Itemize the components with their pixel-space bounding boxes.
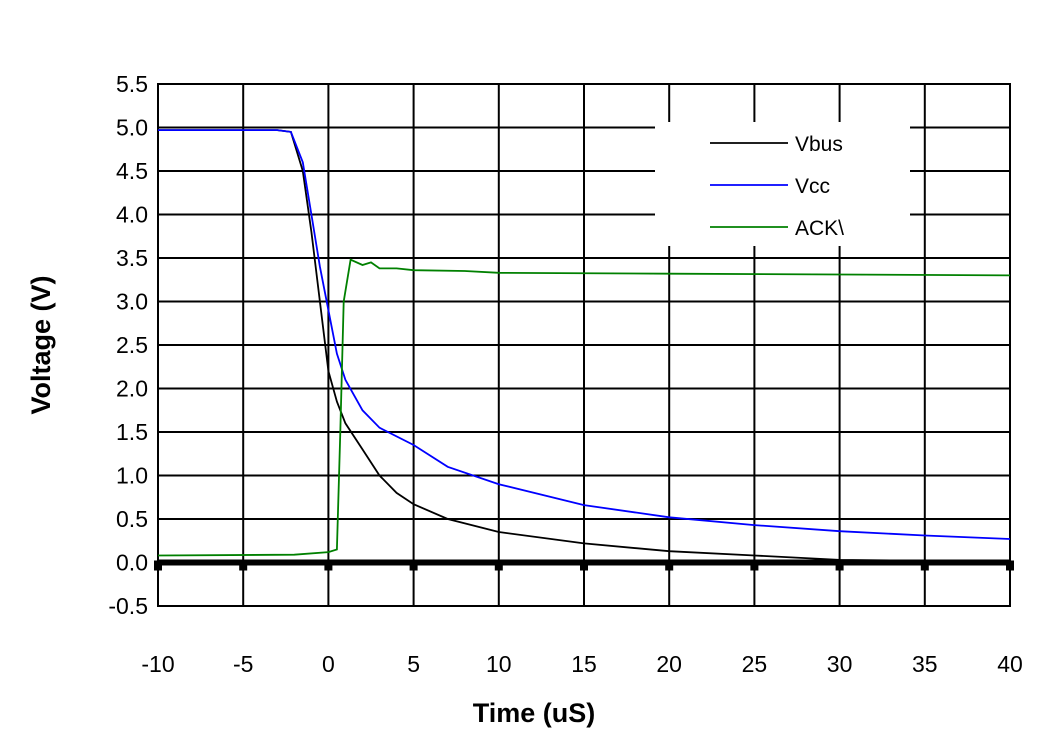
series-line-vcc bbox=[158, 129, 1011, 540]
y-tick-label: 4.5 bbox=[116, 158, 148, 184]
x-tick-label: 15 bbox=[571, 651, 597, 677]
x-axis-title: Time (uS) bbox=[473, 698, 596, 728]
x-tick-label: 0 bbox=[322, 651, 335, 677]
legend-label: Vbus bbox=[795, 133, 843, 156]
tick-labels: -10 -5 0 5 10 15 20 25 30 35 40 -0.5 0.0 0.5 1.0 1.5 2.0… bbox=[108, 71, 1022, 677]
x-tick-mark bbox=[665, 560, 674, 571]
legend-label: Vcc bbox=[795, 175, 830, 198]
legend-label: ACK\ bbox=[795, 217, 844, 240]
x-tick-mark bbox=[494, 560, 503, 571]
x-tick-mark bbox=[580, 560, 588, 571]
x-tick-label: 5 bbox=[407, 651, 420, 677]
x-tick-label: 40 bbox=[997, 651, 1023, 677]
zero-axis bbox=[154, 559, 1014, 571]
x-tick-label: 25 bbox=[742, 651, 768, 677]
y-tick-label: 2.0 bbox=[116, 376, 148, 402]
y-tick-label: 3.5 bbox=[116, 245, 148, 271]
x-tick-label: -10 bbox=[141, 651, 174, 677]
x-tick-mark bbox=[1006, 560, 1014, 571]
y-tick-label: 2.5 bbox=[116, 332, 148, 358]
x-tick-label: 10 bbox=[486, 651, 512, 677]
y-tick-label: 1.0 bbox=[116, 463, 148, 489]
y-tick-label: 0.0 bbox=[116, 550, 148, 576]
x-tick-label: 30 bbox=[827, 651, 853, 677]
x-tick-mark bbox=[835, 560, 844, 571]
y-axis-title: Voltage (V) bbox=[26, 275, 56, 414]
x-tick-label: 20 bbox=[656, 651, 682, 677]
x-tick-mark bbox=[239, 560, 248, 571]
x-tick-mark bbox=[154, 560, 162, 571]
y-tick-label: 5.0 bbox=[116, 115, 148, 141]
y-tick-label: 0.5 bbox=[116, 506, 148, 532]
x-tick-label: -5 bbox=[233, 651, 253, 677]
y-tick-label: 5.5 bbox=[116, 71, 148, 97]
x-tick-mark bbox=[409, 560, 418, 571]
series-lines bbox=[157, 129, 1011, 562]
x-tick-mark bbox=[750, 560, 759, 571]
y-tick-label: 4.0 bbox=[116, 202, 148, 228]
x-tick-label: 35 bbox=[912, 651, 938, 677]
series-line-ack bbox=[157, 258, 1011, 557]
y-tick-label: 1.5 bbox=[116, 419, 148, 445]
y-tick-label: -0.5 bbox=[108, 593, 148, 619]
legend: Vbus Vcc ACK\ bbox=[655, 122, 910, 246]
y-tick-label: 3.0 bbox=[116, 289, 148, 315]
x-tick-mark bbox=[324, 560, 333, 571]
x-tick-mark bbox=[920, 560, 929, 571]
series-line-vbus bbox=[158, 129, 1010, 562]
